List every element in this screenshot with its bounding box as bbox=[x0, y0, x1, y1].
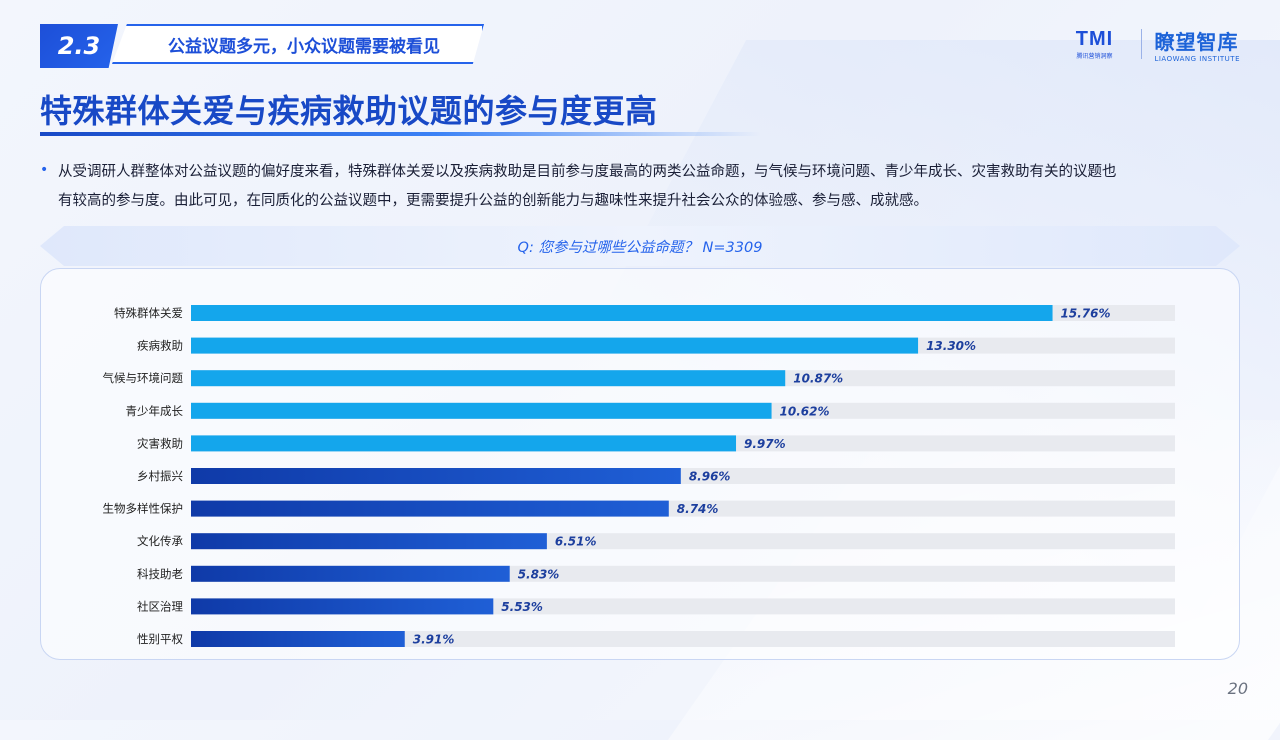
bar bbox=[191, 631, 405, 647]
bullet-icon: • bbox=[40, 162, 49, 178]
bar-chart: 特殊群体关爱 15.76% 疾病救助 13.30% 气候与环境问题 10.87% 青少年成长… bbox=[103, 305, 1175, 647]
bar-track bbox=[191, 631, 1175, 647]
bar bbox=[191, 402, 772, 419]
tmi-logo-mark: TMI bbox=[1075, 28, 1114, 50]
value-label: 10.87% bbox=[793, 372, 843, 386]
chart-card: 特殊群体关爱 15.76% 疾病救助 13.30% 气候与环境问题 10.87% 青少年成长… bbox=[40, 268, 1240, 660]
category-label: 社区治理 bbox=[137, 599, 183, 613]
bar bbox=[191, 598, 494, 615]
logos: TMI 腾讯营销洞察 瞭望智库 LIAOWANG INSTITUTE bbox=[1059, 24, 1240, 64]
bar bbox=[191, 305, 1053, 321]
category-label: 性别平权 bbox=[137, 632, 183, 646]
value-label: 8.96% bbox=[689, 470, 731, 484]
value-label: 10.62% bbox=[780, 404, 830, 418]
value-label: 3.91% bbox=[413, 633, 455, 647]
value-label: 6.51% bbox=[555, 535, 597, 549]
liaowang-logo-en: LIAOWANG INSTITUTE bbox=[1154, 54, 1240, 63]
page-title: 特殊群体关爱与疾病救助议题的参与度更高 bbox=[40, 92, 658, 130]
category-label: 青少年成长 bbox=[126, 404, 184, 418]
category-label: 气候与环境问题 bbox=[103, 371, 184, 385]
value-label: 9.97% bbox=[744, 437, 786, 451]
value-label: 13.30% bbox=[926, 339, 976, 353]
category-label: 生物多样性保护 bbox=[103, 502, 184, 516]
bar bbox=[191, 435, 737, 452]
title-underline bbox=[40, 132, 760, 136]
category-label: 疾病救助 bbox=[137, 339, 183, 353]
bar bbox=[191, 500, 669, 517]
category-label: 灾害救助 bbox=[137, 436, 183, 450]
liaowang-logo: 瞭望智库 LIAOWANG INSTITUTE bbox=[1154, 26, 1240, 63]
value-label: 15.76% bbox=[1061, 307, 1111, 321]
logo-divider bbox=[1141, 29, 1143, 59]
bar bbox=[191, 468, 681, 484]
value-label: 5.83% bbox=[518, 567, 560, 581]
page-number: 20 bbox=[1227, 679, 1248, 698]
value-label: 8.74% bbox=[677, 502, 719, 516]
body-line-1: 从受调研人群整体对公益议题的偏好度来看，特殊群体关爱以及疾病救助是目前参与度最高… bbox=[58, 164, 1117, 180]
section-tab: 公益议题多元，小众议题需要被看见 2.3 bbox=[40, 24, 484, 68]
bar bbox=[191, 370, 786, 387]
category-label: 特殊群体关爱 bbox=[114, 306, 183, 320]
bar bbox=[191, 533, 547, 550]
question-text: Q: 您参与过哪些公益命题？ N=3309 bbox=[517, 239, 763, 256]
tmi-logo: TMI 腾讯营销洞察 bbox=[1059, 28, 1129, 60]
bar bbox=[191, 565, 510, 582]
category-label: 科技助老 bbox=[137, 567, 183, 581]
liaowang-logo-cn: 瞭望智库 bbox=[1154, 29, 1239, 54]
category-label: 文化传承 bbox=[137, 534, 183, 548]
section-label: 公益议题多元，小众议题需要被看见 bbox=[112, 24, 484, 64]
section-number: 2.3 bbox=[40, 24, 118, 68]
tmi-logo-subtitle: 腾讯营销洞察 bbox=[1076, 53, 1113, 60]
body-paragraph: 从受调研人群整体对公益议题的偏好度来看，特殊群体关爱以及疾病救助是目前参与度最高… bbox=[58, 158, 1248, 216]
category-label: 乡村振兴 bbox=[137, 469, 183, 483]
question-banner: Q: 您参与过哪些公益命题？ N=3309 bbox=[40, 226, 1240, 266]
value-label: 5.53% bbox=[501, 600, 543, 614]
bar bbox=[191, 337, 919, 354]
body-line-2: 有较高的参与度。由此可见，在同质化的公益议题中，更需要提升公益的创新能力与趣味性… bbox=[58, 193, 928, 209]
